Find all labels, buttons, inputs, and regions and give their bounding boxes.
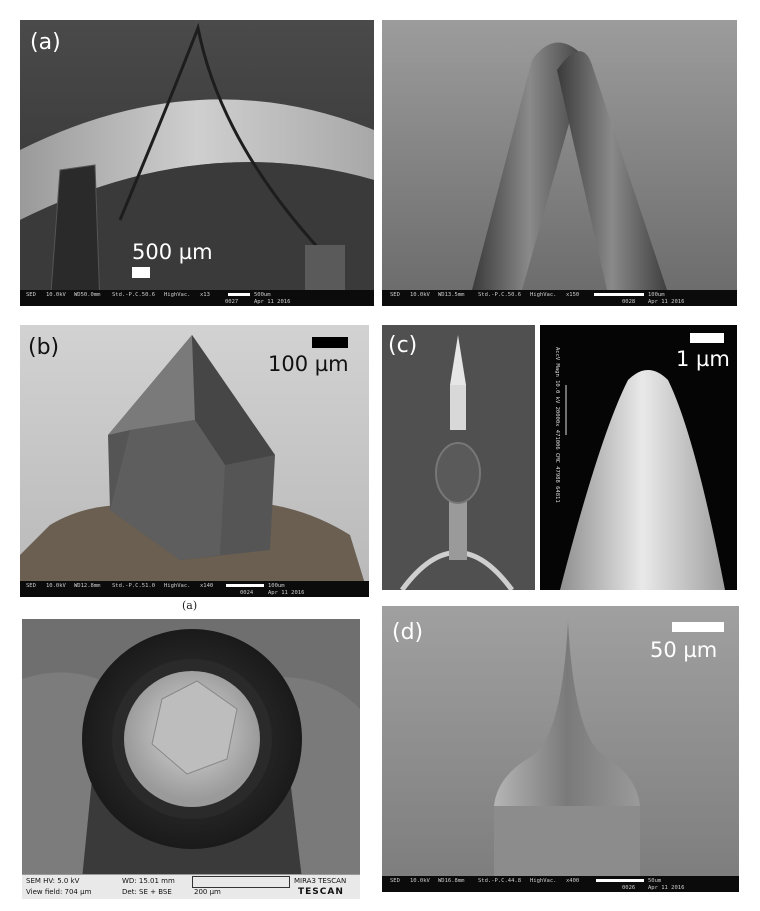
- mag-text: x140: [200, 583, 214, 589]
- view-field-text: View field: 704 µm: [26, 888, 92, 896]
- wd-text: WD50.0mm: [74, 292, 101, 298]
- kv-text: 10.0kV: [46, 292, 66, 298]
- vac-text: HighVac.: [530, 878, 557, 884]
- scale-bar-label: 500 µm: [132, 240, 213, 264]
- kv-text: 10.0kV: [46, 583, 66, 589]
- panel-c-left: (c): [382, 325, 535, 590]
- bar-text: 100um: [268, 583, 285, 589]
- vac-text: HighVac.: [164, 583, 191, 589]
- bar-text: 500um: [254, 292, 271, 298]
- panel-a-left: (a) 500 µm SED 10.0kV WD50.0mm Std.-P.C.…: [20, 20, 374, 306]
- date-text: Apr 11 2016: [268, 590, 305, 596]
- hv-text: SEM HV: 5.0 kV: [26, 877, 80, 885]
- sem-info-bar: SED 10.0kV WD50.0mm Std.-P.C.50.6 HighVa…: [20, 290, 374, 306]
- wd-text: WD12.8mm: [74, 583, 101, 589]
- vac-text: HighVac.: [530, 292, 557, 298]
- imaging-params-vertical: AccV Magn 10.0 kV 20000x 471006 CMC 4798…: [554, 347, 560, 503]
- infobar-scale: [228, 293, 250, 296]
- wd-text: WD13.5mm: [438, 292, 465, 298]
- bar-text: 50um: [648, 878, 662, 884]
- std-text: Std.-P.C.50.6: [478, 292, 522, 298]
- tescan-info-bar: SEM HV: 5.0 kV WD: 15.01 mm View field: …: [22, 874, 360, 899]
- sem-image-diamond-tip: [20, 325, 369, 597]
- infobar-scale: [596, 879, 644, 882]
- kv-text: 10.0kV: [410, 292, 430, 298]
- detector-text: SED: [390, 878, 400, 884]
- scale-bar: [672, 622, 724, 632]
- panel-c-right: AccV Magn 10.0 kV 20000x 471006 CMC 4798…: [540, 325, 737, 590]
- sem-info-bar: SED 10.0kV WD16.8mm Std.-P.C.44.8 HighVa…: [382, 876, 739, 892]
- kv-text: 10.0kV: [410, 878, 430, 884]
- sem-image-tip-holder: [20, 20, 374, 306]
- wd-text: WD: 15.01 mm: [122, 877, 175, 885]
- tescan-logo: TESCAN: [298, 887, 344, 897]
- detector-text: SED: [26, 292, 36, 298]
- detector-text: Det: SE + BSE: [122, 888, 172, 896]
- sem-info-bar: SED 10.0kV WD13.5mm Std.-P.C.50.6 HighVa…: [382, 290, 737, 306]
- detector-text: SED: [390, 292, 400, 298]
- detector-text: SED: [26, 583, 36, 589]
- date-text: Apr 11 2016: [254, 299, 291, 305]
- std-text: Std.-P.C.50.6: [112, 292, 156, 298]
- panel-label: (b): [28, 335, 60, 360]
- std-text: Std.-P.C.51.0: [112, 583, 156, 589]
- wd-text: WD16.8mm: [438, 878, 465, 884]
- panel-label: (d): [392, 620, 424, 645]
- panel-a-right: SED 10.0kV WD13.5mm Std.-P.C.50.6 HighVa…: [382, 20, 737, 306]
- scale-bar: [690, 333, 724, 343]
- bar-text: 100um: [648, 292, 665, 298]
- std-text: Std.-P.C.44.8: [478, 878, 522, 884]
- panel-b: (b) 100 µm SED 10.0kV WD12.8mm Std.-P.C.…: [20, 325, 369, 597]
- sem-image-wire-bend: [382, 20, 737, 306]
- scale-ruler: [192, 876, 290, 888]
- scale-bar-label: 100 µm: [268, 352, 349, 376]
- mag-text: x13: [200, 292, 210, 298]
- infobar-scale: [594, 293, 644, 296]
- image-number: 0028: [622, 299, 636, 305]
- date-text: Apr 11 2016: [648, 299, 685, 305]
- image-number: 0027: [225, 299, 239, 305]
- scale-text: 200 µm: [194, 888, 221, 896]
- sem-image-tip-top-view: [22, 619, 360, 899]
- scale-bar-label: 50 µm: [650, 638, 718, 662]
- image-number: 0024: [240, 590, 254, 596]
- sem-image-tip-apex: [540, 325, 737, 590]
- mag-text: x400: [566, 878, 580, 884]
- figure-caption: (a): [182, 599, 198, 612]
- scale-bar: [312, 337, 348, 348]
- sem-image-mounted-tip: [382, 325, 535, 590]
- brand-text: MIRA3 TESCAN: [294, 877, 347, 885]
- panel-b-bottom: SEM HV: 5.0 kV WD: 15.01 mm View field: …: [22, 619, 360, 899]
- date-text: Apr 11 2016: [648, 885, 685, 891]
- scale-bar: [132, 267, 150, 278]
- image-number: 0026: [622, 885, 636, 891]
- mag-text: x150: [566, 292, 580, 298]
- panel-d: (d) 50 µm SED 10.0kV WD16.8mm Std.-P.C.4…: [382, 606, 739, 892]
- infobar-scale: [226, 584, 264, 587]
- sem-info-bar: SED 10.0kV WD12.8mm Std.-P.C.51.0 HighVa…: [20, 581, 369, 597]
- panel-label: (a): [30, 30, 61, 55]
- scale-bar-label: 1 µm: [676, 347, 730, 371]
- sem-image-sharp-tip: [382, 606, 739, 892]
- vac-text: HighVac.: [164, 292, 191, 298]
- panel-label: (c): [388, 333, 418, 358]
